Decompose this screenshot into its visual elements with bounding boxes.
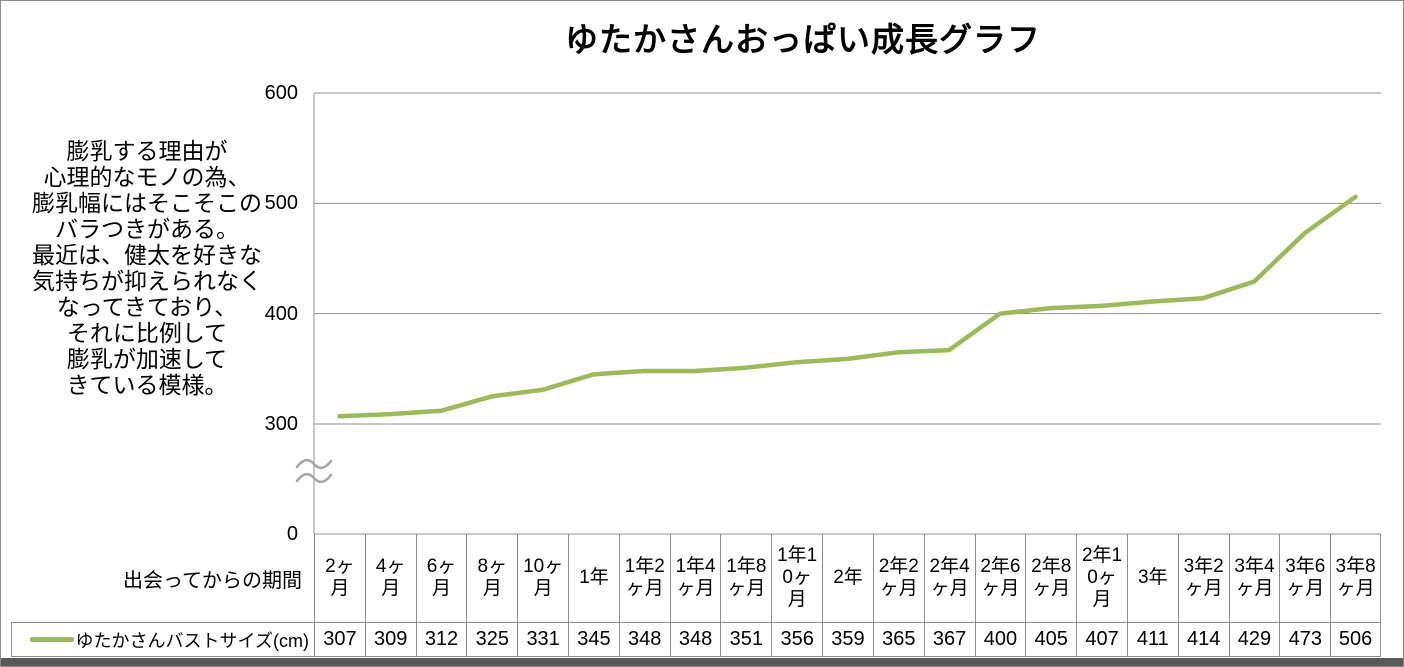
legend-cell: ゆたかさんバストサイズ(cm) — [11, 622, 314, 657]
value-cell: 429 — [1228, 622, 1280, 657]
axis-break-mark-2 — [295, 472, 333, 484]
value-cell: 348 — [669, 622, 721, 657]
category-header-cell: 3年4ヶ月 — [1228, 534, 1280, 622]
y-axis-tick-label-400: 400 — [264, 302, 298, 325]
category-header-cell: 8ヶ月 — [466, 534, 517, 622]
category-header-cell: 3年8ヶ月 — [1330, 534, 1381, 622]
y-axis-tick-label-600: 600 — [264, 82, 298, 104]
x-axis-title: 出会ってからの期間 — [123, 570, 302, 592]
value-cell: 359 — [822, 622, 873, 657]
value-cell: 506 — [1330, 622, 1381, 657]
value-cell: 345 — [568, 622, 619, 657]
category-header-cell: 2年10ヶ月 — [1076, 534, 1127, 622]
annotation-text-block: 膨乳する理由が 心理的なモノの為、 膨乳幅にはそこそこの バラつきがある。 最近… — [32, 138, 262, 398]
category-header-cell: 10ヶ月 — [517, 534, 568, 622]
category-header-cell: 3年2ヶ月 — [1177, 534, 1229, 622]
value-cell: 405 — [1025, 622, 1077, 657]
category-header-cell: 2年6ヶ月 — [974, 534, 1026, 622]
category-header-cell: 2年2ヶ月 — [872, 534, 924, 622]
value-cell: 309 — [364, 622, 416, 657]
value-cell: 411 — [1126, 622, 1178, 657]
axis-break-mark-1 — [295, 458, 333, 470]
value-cell: 365 — [872, 622, 924, 657]
y-axis-tick-label-0: 0 — [286, 523, 298, 545]
y-axis-tick-label-500: 500 — [264, 192, 298, 215]
value-cell: 407 — [1076, 622, 1127, 657]
series-line-swatch — [29, 637, 74, 642]
window-bottom-edge — [1, 658, 1403, 666]
value-cell: 473 — [1279, 622, 1331, 657]
value-cell: 351 — [720, 622, 772, 657]
category-header-cell: 1年 — [568, 534, 619, 622]
value-cell: 307 — [314, 622, 365, 657]
value-cell: 356 — [771, 622, 823, 657]
category-header-cell: 6ヶ月 — [415, 534, 467, 622]
value-cell: 348 — [618, 622, 670, 657]
value-cell: 414 — [1177, 622, 1229, 657]
series-line — [337, 194, 1358, 419]
value-cell: 331 — [517, 622, 569, 657]
chart-title: ゆたかさんおっぱい成長グラフ — [565, 21, 1041, 58]
y-axis-tick-label-300: 300 — [264, 413, 298, 435]
category-header-cell: 1年4ヶ月 — [669, 534, 721, 622]
category-header-cell: 1年2ヶ月 — [618, 534, 670, 622]
category-header-cell: 1年10ヶ月 — [771, 534, 822, 622]
category-header-cell: 1年8ヶ月 — [720, 534, 771, 622]
category-header-cell: 2ヶ月 — [314, 534, 365, 622]
value-cell: 400 — [974, 622, 1026, 657]
value-cell: 367 — [923, 622, 975, 657]
category-header-cell: 3年6ヶ月 — [1279, 534, 1330, 622]
value-cell: 325 — [466, 622, 518, 657]
category-header-cell: 2年4ヶ月 — [923, 534, 975, 622]
category-header-cell: 2年8ヶ月 — [1025, 534, 1076, 622]
category-header-cell: 2年 — [822, 534, 873, 622]
series-name: ゆたかさんバストサイズ(cm) — [75, 630, 309, 651]
x-axis-title-cell: 出会ってからの期間 — [1, 535, 308, 622]
value-cell: 312 — [415, 622, 467, 657]
category-header-cell: 4ヶ月 — [364, 534, 416, 622]
category-header-cell: 3年 — [1126, 534, 1178, 622]
